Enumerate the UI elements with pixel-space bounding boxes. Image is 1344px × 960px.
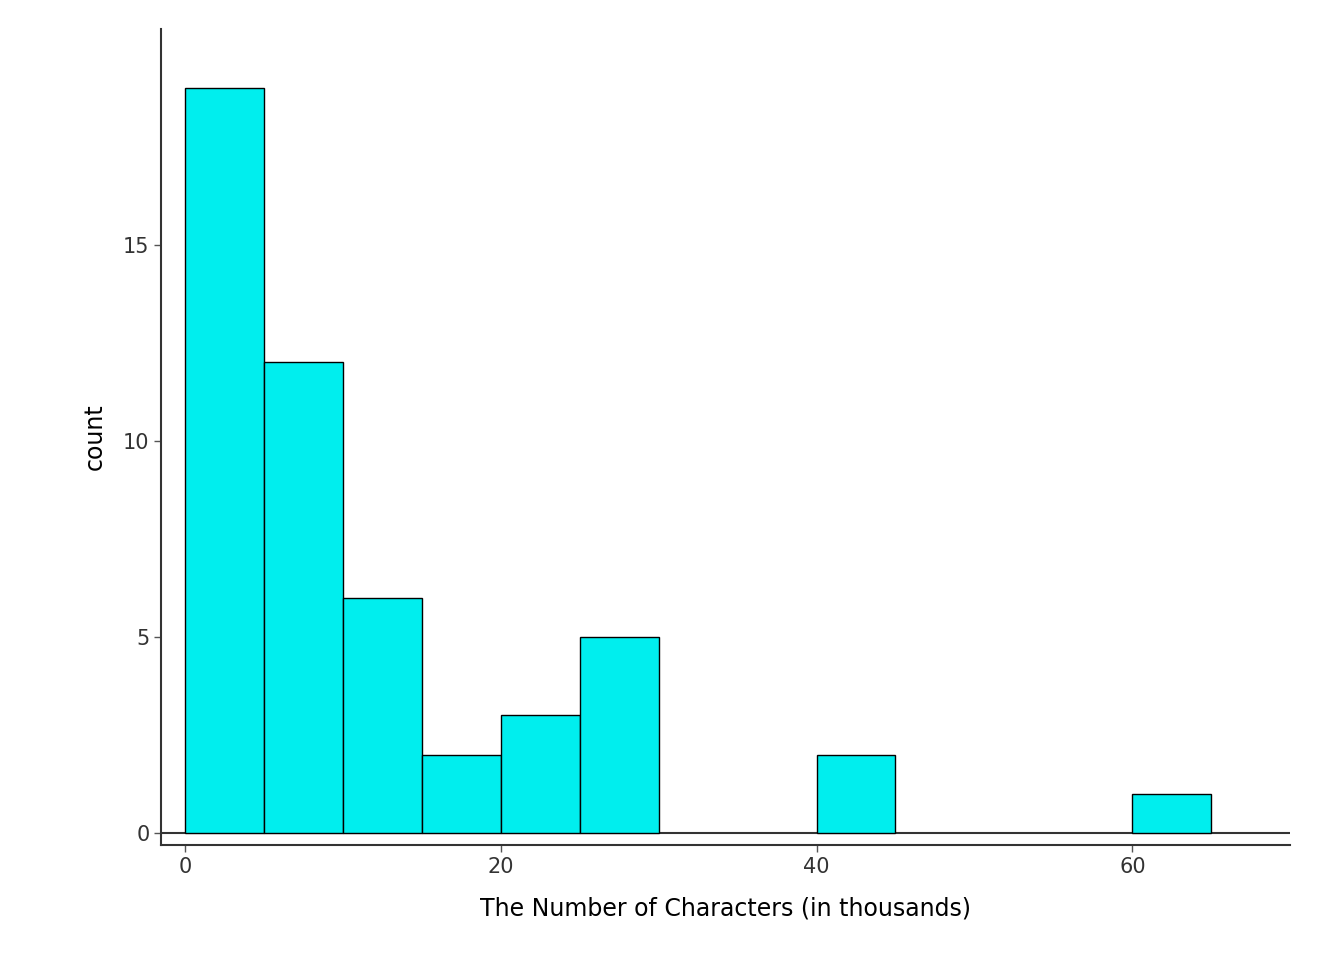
Bar bbox=[501, 715, 579, 833]
Bar bbox=[263, 362, 343, 833]
X-axis label: The Number of Characters (in thousands): The Number of Characters (in thousands) bbox=[480, 896, 972, 920]
Bar bbox=[343, 598, 422, 833]
Bar bbox=[1133, 794, 1211, 833]
Bar bbox=[579, 636, 659, 833]
Bar bbox=[185, 87, 263, 833]
Y-axis label: count: count bbox=[82, 403, 106, 470]
Bar bbox=[422, 755, 501, 833]
Bar bbox=[817, 755, 895, 833]
